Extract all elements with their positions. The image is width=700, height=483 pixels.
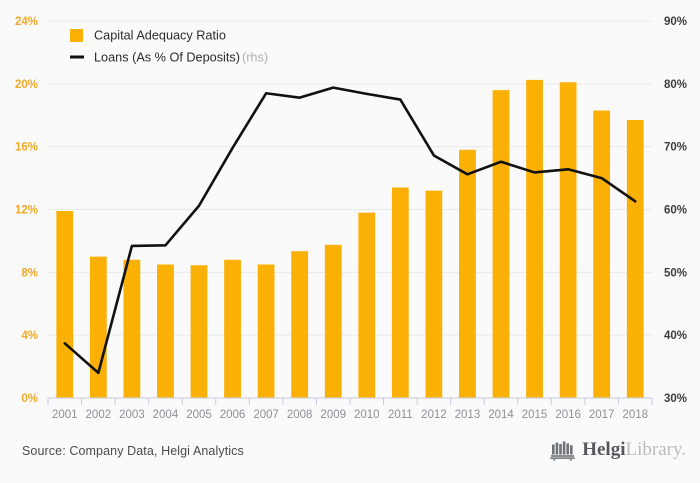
legend-swatch-capital-adequacy-ratio — [70, 29, 83, 42]
bar-2016 — [559, 82, 577, 398]
x-axis-group — [47, 397, 653, 405]
x-axis-label-2014: 2014 — [488, 409, 514, 421]
left-axis-tick-label: 4% — [21, 330, 38, 342]
brand-wordmark: HelgiLibrary. — [582, 439, 686, 461]
x-axis-label-2008: 2008 — [287, 409, 313, 421]
x-axis-label-2005: 2005 — [186, 409, 212, 421]
chart-legend: Capital Adequacy Ratio Loans (As % Of Dep… — [70, 28, 268, 64]
x-axis-label-2009: 2009 — [320, 409, 346, 421]
bar-2013 — [459, 149, 476, 398]
line-series-loans-to-deposits — [63, 86, 637, 375]
legend-suffix-rhs: (rhs) — [242, 50, 268, 64]
bar-2005 — [190, 265, 208, 398]
x-axis-labels: 2001 2002 2003 2004 2005 2006 2007 2008 2009 2010… — [52, 409, 648, 421]
chart-plot-area: 0% 4% 8% 12% 16% 20% 24% 30% 40% 50% 60% 70% 80% 90%… — [15, 16, 687, 421]
right-axis-tick-label: 40% — [664, 330, 687, 342]
right-axis-tick-label: 70% — [664, 142, 687, 154]
x-axis-label-2007: 2007 — [253, 409, 279, 421]
x-axis-label-2002: 2002 — [86, 409, 112, 421]
left-axis-tick-label: 8% — [21, 267, 38, 279]
bar-2018 — [626, 119, 644, 399]
gridlines-group — [48, 20, 652, 399]
chart-footer: Source: Company Data, Helgi Analytics He… — [0, 425, 700, 483]
bar-2006 — [224, 259, 241, 398]
bar-2007 — [257, 264, 275, 398]
right-axis-tick-label: 80% — [664, 79, 687, 91]
right-axis-labels: 30% 40% 50% 60% 70% 80% 90% — [664, 16, 687, 405]
right-axis-tick-label: 50% — [664, 267, 687, 279]
bar-2003 — [123, 259, 141, 398]
brand-primary: Helgi — [582, 439, 626, 460]
x-axis-label-2006: 2006 — [220, 409, 246, 421]
line-series-group — [63, 86, 637, 375]
helgi-library-logo: HelgiLibrary. — [550, 439, 686, 461]
bar-2009 — [324, 244, 342, 398]
source-note: Source: Company Data, Helgi Analytics — [22, 444, 244, 458]
left-axis-tick-label: 24% — [15, 16, 38, 28]
bar-2001 — [56, 211, 74, 398]
bar-2008 — [291, 251, 309, 398]
left-axis-tick-label: 0% — [21, 393, 38, 405]
library-building-icon — [550, 441, 576, 461]
bar-2017 — [593, 110, 611, 398]
legend-label-loans-as-pct-of-deposits: Loans (As % Of Deposits) — [94, 50, 240, 64]
left-axis-labels: 0% 4% 8% 12% 16% 20% 24% — [15, 16, 38, 405]
x-axis-label-2010: 2010 — [354, 409, 380, 421]
x-axis-label-2016: 2016 — [555, 409, 581, 421]
bar-2014 — [492, 90, 510, 398]
bar-2015 — [526, 79, 543, 398]
left-axis-tick-label: 12% — [15, 205, 38, 217]
x-axis-label-2004: 2004 — [153, 409, 179, 421]
x-axis-label-2011: 2011 — [388, 409, 413, 421]
bar-2010 — [358, 212, 376, 398]
x-axis-label-2003: 2003 — [119, 409, 145, 421]
bar-2004 — [157, 264, 174, 398]
chart-svg: 0% 4% 8% 12% 16% 20% 24% 30% 40% 50% 60% 70% 80% 90%… — [15, 16, 687, 421]
bar-2002 — [89, 256, 107, 398]
x-axis-label-2018: 2018 — [622, 409, 648, 421]
bar-2011 — [391, 187, 409, 398]
right-axis-tick-label: 90% — [664, 16, 687, 28]
legend-label-capital-adequacy-ratio: Capital Adequacy Ratio — [94, 28, 226, 42]
x-axis-label-2012: 2012 — [421, 409, 447, 421]
left-axis-tick-label: 20% — [15, 79, 38, 91]
x-axis-label-2013: 2013 — [455, 409, 481, 421]
brand-secondary: Library. — [625, 439, 687, 460]
bars-group — [56, 79, 644, 399]
x-axis-label-2015: 2015 — [522, 409, 548, 421]
bar-2012 — [425, 190, 443, 398]
left-axis-tick-label: 16% — [15, 142, 38, 154]
x-axis-label-2001: 2001 — [52, 409, 78, 421]
right-axis-tick-label: 30% — [664, 393, 687, 405]
x-axis-label-2017: 2017 — [589, 409, 615, 421]
right-axis-tick-label: 60% — [664, 205, 687, 217]
